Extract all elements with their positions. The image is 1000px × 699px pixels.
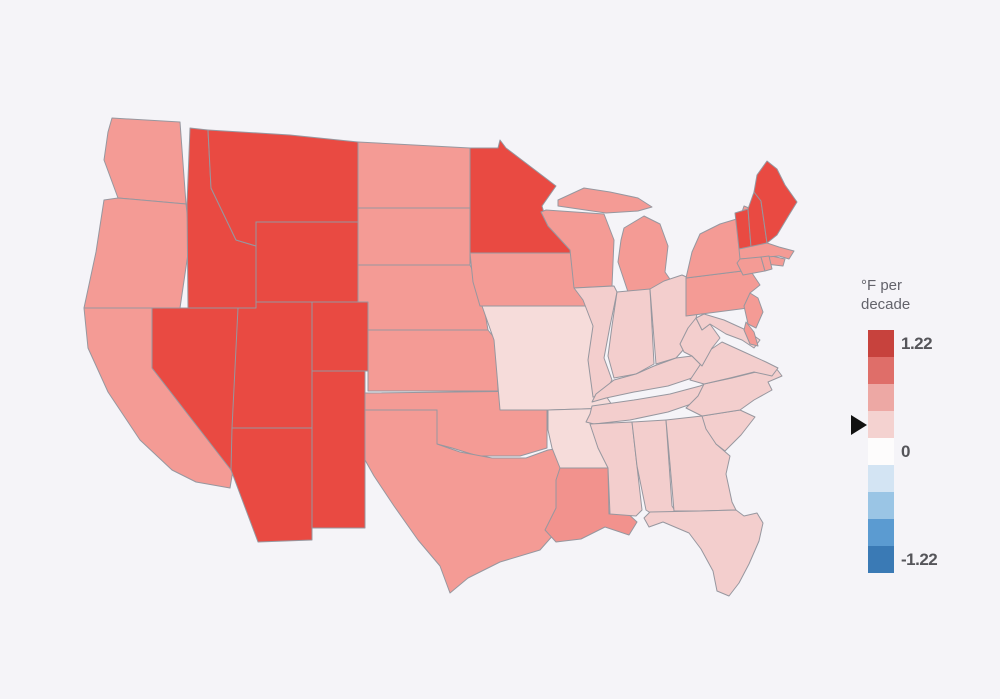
state-SD[interactable] [357, 207, 471, 266]
state-FL[interactable] [643, 509, 764, 597]
state-NM[interactable] [311, 370, 366, 529]
state-LA[interactable] [544, 467, 638, 543]
state-SC[interactable] [701, 409, 756, 452]
state-ME[interactable] [753, 160, 798, 244]
state-NJ[interactable] [743, 292, 764, 329]
state-WY[interactable] [255, 221, 359, 303]
state-WA[interactable] [103, 117, 187, 205]
state-VA[interactable] [689, 341, 779, 385]
state-RI[interactable] [760, 255, 773, 272]
state-UT[interactable] [231, 301, 313, 429]
state-MD[interactable] [695, 313, 761, 349]
state-ND[interactable] [357, 141, 471, 209]
state-WV[interactable] [679, 317, 721, 367]
state-KS[interactable] [367, 329, 499, 392]
state-CT[interactable] [736, 256, 766, 276]
state-OR[interactable] [83, 197, 191, 309]
state-DE[interactable] [743, 321, 759, 347]
state-AZ[interactable] [230, 427, 313, 543]
state-NE[interactable] [357, 264, 489, 331]
states-group [83, 117, 798, 597]
state-CO[interactable] [311, 301, 369, 372]
